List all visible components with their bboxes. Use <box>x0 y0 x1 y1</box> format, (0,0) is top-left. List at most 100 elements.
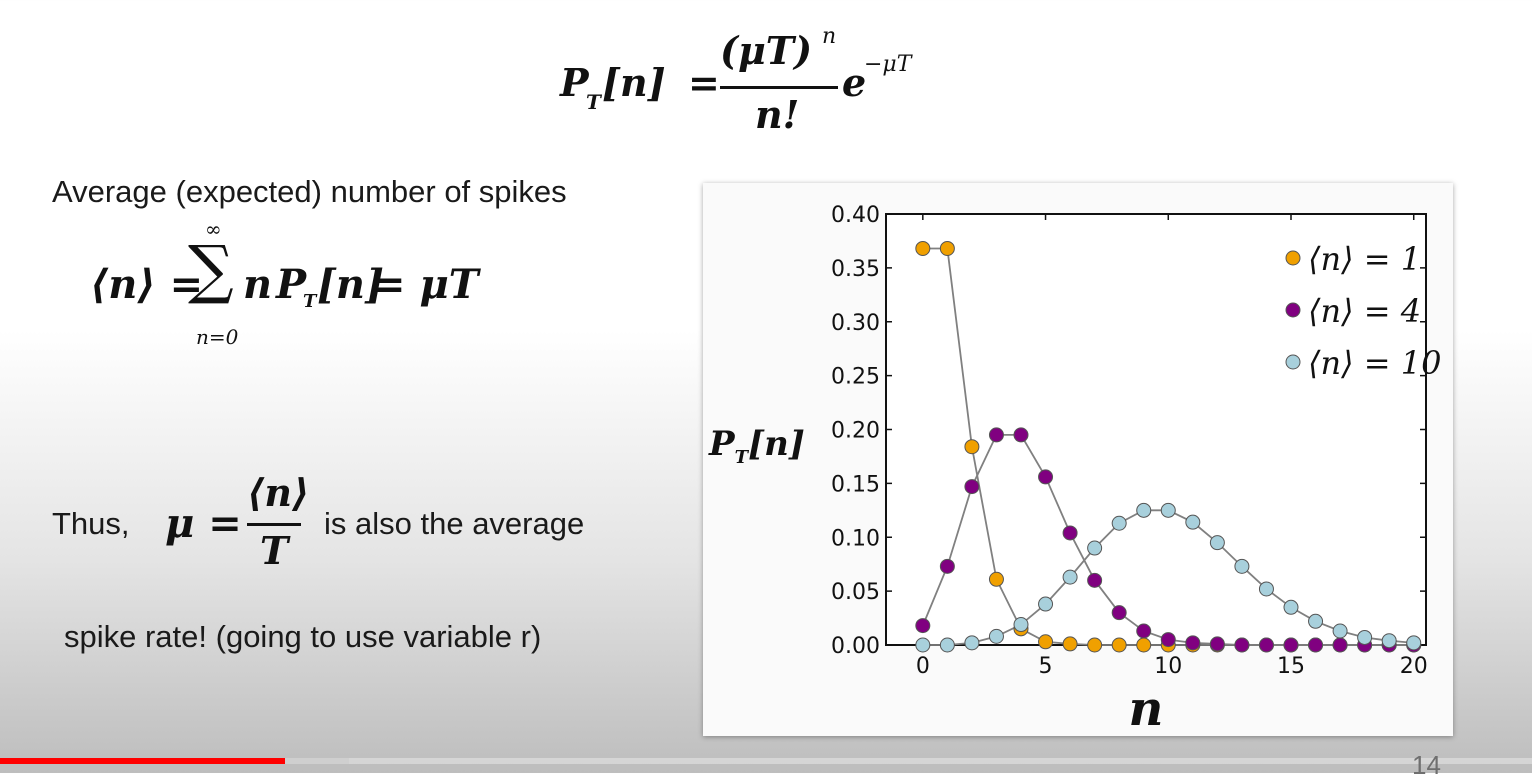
x-axis-label: n <box>1129 681 1164 736</box>
also-average-text: is also the average <box>324 506 585 541</box>
formula-denominator: n! <box>755 92 800 137</box>
data-point-series-2 <box>1013 617 1029 633</box>
data-point-series-1 <box>1308 637 1324 653</box>
avg-lhs: ⟨n⟩ = <box>90 261 204 308</box>
data-point-series-2 <box>1062 569 1078 585</box>
data-point-series-2 <box>1357 629 1373 645</box>
data-point-series-1 <box>1209 636 1225 652</box>
fraction-bar <box>720 86 838 89</box>
formula-p: P <box>560 60 589 105</box>
data-point-series-1 <box>1038 469 1054 485</box>
progress-played <box>0 758 285 764</box>
data-point-series-2 <box>988 628 1004 644</box>
data-point-series-0 <box>964 439 980 455</box>
y-tick-label: 0.20 <box>831 419 880 444</box>
data-point-series-1 <box>1283 637 1299 653</box>
data-point-series-2 <box>1258 581 1274 597</box>
y-tick-label: 0.10 <box>831 526 880 551</box>
data-point-series-0 <box>1038 634 1054 650</box>
average-formula: ⟨n⟩ = ∞ ∑ n=0 n P T [n] = μT <box>90 217 510 355</box>
formula-exp-power: −μT <box>864 52 912 77</box>
data-point-series-0 <box>939 240 955 256</box>
avg-term-arg: [n] <box>317 261 384 308</box>
formula-exp-base: e <box>842 60 867 105</box>
data-point-series-2 <box>1209 535 1225 551</box>
y-tick-label: 0.05 <box>831 580 880 605</box>
data-point-series-2 <box>1234 558 1250 574</box>
data-point-series-2 <box>1332 623 1348 639</box>
data-point-series-1 <box>964 479 980 495</box>
data-point-series-1 <box>1062 525 1078 541</box>
legend-marker-1 <box>1285 302 1301 318</box>
data-point-series-1 <box>988 427 1004 443</box>
sum-lower: n=0 <box>196 325 239 349</box>
legend-label-1: ⟨n⟩ = 4 <box>1308 292 1421 330</box>
slide-number: 14 <box>1412 750 1441 780</box>
data-point-series-2 <box>1406 635 1422 651</box>
poisson-chart: 0.00 0.05 0.10 0.15 0.20 0.25 0.30 0.35 0.40 0 5 10… <box>703 183 1453 736</box>
data-point-series-1 <box>1185 635 1201 651</box>
formula-p-arg: [n] <box>602 60 666 105</box>
plot-area <box>885 213 1427 646</box>
data-point-series-2 <box>1308 613 1324 629</box>
y-tick-label: 0.30 <box>831 311 880 336</box>
data-point-series-2 <box>1185 514 1201 530</box>
y-tick-label: 0.35 <box>831 257 880 282</box>
video-progress-bar[interactable] <box>0 758 1532 764</box>
mu-fraction-bar <box>247 523 301 526</box>
x-tick-label: 5 <box>1039 654 1053 679</box>
mu-lhs: μ = <box>165 500 242 547</box>
avg-rhs: = μT <box>372 261 479 308</box>
data-point-series-1 <box>1332 637 1348 653</box>
legend-marker-2 <box>1285 354 1301 370</box>
y-tick-label: 0.15 <box>831 472 880 497</box>
data-point-series-2 <box>1087 540 1103 556</box>
data-point-series-1 <box>915 618 931 634</box>
data-point-series-1 <box>1160 632 1176 648</box>
y-tick-label: 0.25 <box>831 365 880 390</box>
data-point-series-2 <box>1160 502 1176 518</box>
mu-formula: μ = ⟨n⟩ T <box>165 470 315 580</box>
x-tick-label: 0 <box>916 654 930 679</box>
data-point-series-1 <box>1258 637 1274 653</box>
data-point-series-0 <box>1062 636 1078 652</box>
x-tick-label: 15 <box>1277 654 1305 679</box>
poisson-formula: P T [n] = (μT) n n! e −μT <box>560 24 960 148</box>
data-point-series-1 <box>1234 637 1250 653</box>
data-point-series-2 <box>1136 502 1152 518</box>
y-axis-label: PT[n] <box>708 424 805 468</box>
data-point-series-0 <box>988 571 1004 587</box>
chart-svg: 0.00 0.05 0.10 0.15 0.20 0.25 0.30 0.35 0.40 0 5 10… <box>708 203 1441 736</box>
data-point-series-2 <box>1038 596 1054 612</box>
data-point-series-0 <box>1087 637 1103 653</box>
legend-label-0: ⟨n⟩ = 1 <box>1308 240 1421 278</box>
formula-p-sub: T <box>586 90 601 114</box>
mu-numerator: ⟨n⟩ <box>247 470 310 515</box>
avg-term-p: P <box>276 261 307 308</box>
data-point-series-1 <box>939 558 955 574</box>
mu-denominator: T <box>260 528 289 573</box>
data-point-series-2 <box>1381 633 1397 649</box>
data-point-series-0 <box>1111 637 1127 653</box>
thus-label: Thus, <box>52 506 130 541</box>
legend-marker-0 <box>1285 250 1301 266</box>
data-point-series-2 <box>939 637 955 653</box>
formula-numerator: (μT) <box>720 28 813 73</box>
legend-label-2: ⟨n⟩ = 10 <box>1308 344 1441 382</box>
x-tick-label: 20 <box>1400 654 1428 679</box>
data-point-series-1 <box>1013 427 1029 443</box>
y-tick-label: 0.00 <box>831 634 880 659</box>
data-point-series-0 <box>915 240 931 256</box>
data-point-series-1 <box>1111 605 1127 621</box>
data-point-series-1 <box>1087 572 1103 588</box>
avg-term-n: n <box>243 261 273 308</box>
sum-upper: ∞ <box>205 217 222 241</box>
y-tick-label: 0.40 <box>831 203 880 228</box>
data-point-series-0 <box>1136 637 1152 653</box>
data-point-series-2 <box>915 637 931 653</box>
x-tick-label: 10 <box>1154 654 1182 679</box>
formula-numerator-exp: n <box>822 24 837 49</box>
avg-term-sub: T <box>303 291 317 312</box>
data-point-series-1 <box>1136 623 1152 639</box>
data-point-series-2 <box>1111 515 1127 531</box>
